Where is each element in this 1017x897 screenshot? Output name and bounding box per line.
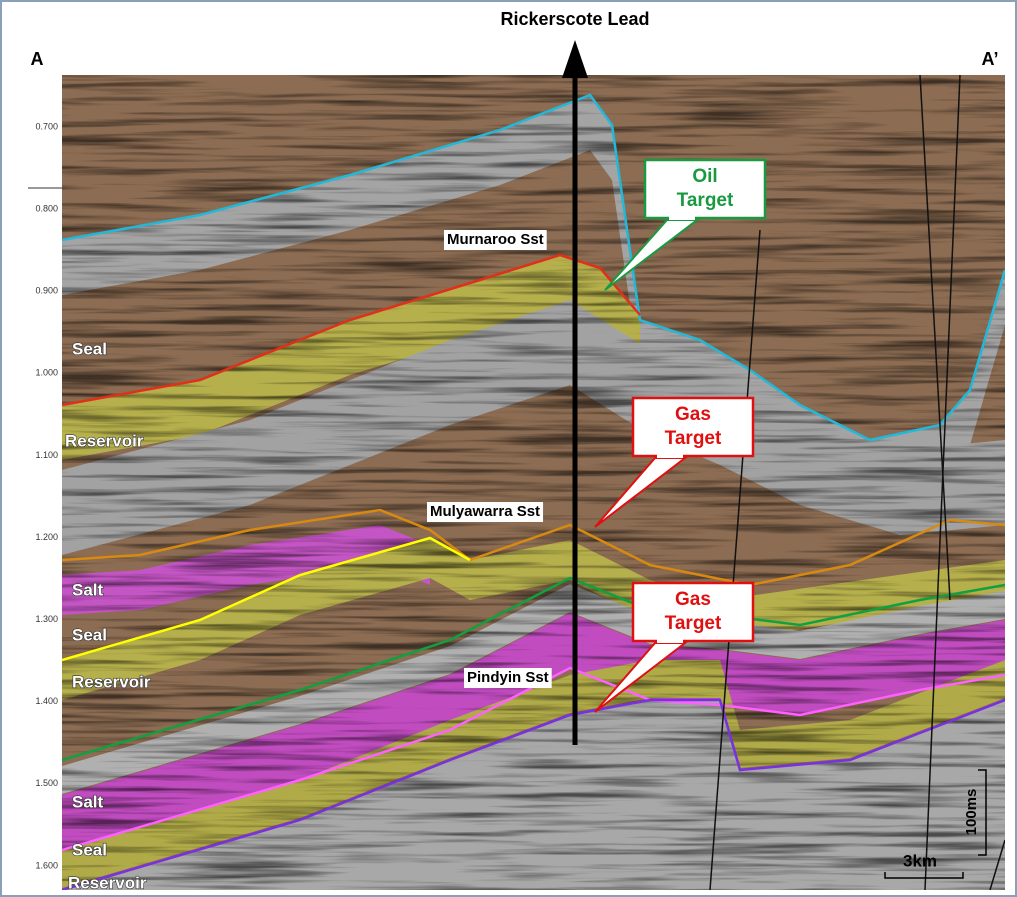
callout-text: Gas [675,404,711,425]
callout-box [643,158,767,220]
lead-arrow-head [562,40,588,78]
callout-gap [657,639,683,643]
time-tick-label: 1.100 [35,450,58,460]
time-tick-label: 0.700 [35,121,58,131]
horizon [62,698,1005,890]
time-tick-label: 1.400 [35,696,58,706]
horizon-label-box [427,502,544,522]
fault [989,839,1005,890]
callout-text: Target [665,613,722,634]
time-tick-label: 0.900 [35,286,58,296]
layer-label: Reservoir [65,431,144,450]
layer-label: Seal [72,339,107,358]
scale-bar-horizontal [884,872,964,879]
horizon-label: Mulyawarra Sst [430,503,540,520]
time-tick-label: 1.600 [35,860,58,870]
horizon-label: Murnaroo Sst [447,231,544,248]
callout-text: Target [677,190,734,211]
scale-bar-vertical [978,769,987,856]
time-tick-label: 1.500 [35,778,58,788]
callout-box [631,396,755,458]
time-tick-label: 1.300 [35,614,58,624]
horizon [62,253,641,407]
callout-text: Gas [675,589,711,610]
time-tick-label: 1.200 [35,532,58,542]
layer-label: Seal [72,840,107,859]
callout-text: Target [665,428,722,449]
time-tick-label: 0.800 [35,203,58,213]
horizon [62,508,1005,587]
horizon-label-box [444,230,547,250]
callout-box [631,581,755,643]
horizon [62,536,471,662]
section-end-label: A’ [981,49,998,69]
callout-gap [657,454,683,458]
layer-label: Salt [72,580,104,599]
layer-label: Seal [72,625,107,644]
horizon-label: Pindyin Sst [467,669,549,686]
callout-text: Oil [692,166,717,187]
section-start-label: A [31,49,44,69]
lead-title: Rickerscote Lead [500,9,649,29]
seismic-texture [62,75,1005,890]
seismic-panel [62,75,1005,890]
layer-label: Reservoir [68,873,147,892]
scale-vertical-label: 100ms [963,789,980,836]
horizon-label-box [464,668,552,688]
fault [919,75,951,601]
callout-gap [669,216,695,220]
horizon [62,93,1005,442]
fault [709,229,761,890]
fault [924,75,961,890]
layer-label: Reservoir [72,672,151,691]
time-tick-label: 1.000 [35,368,58,378]
layer-label: Salt [72,792,104,811]
scale-horizontal-label: 3km [903,851,937,870]
